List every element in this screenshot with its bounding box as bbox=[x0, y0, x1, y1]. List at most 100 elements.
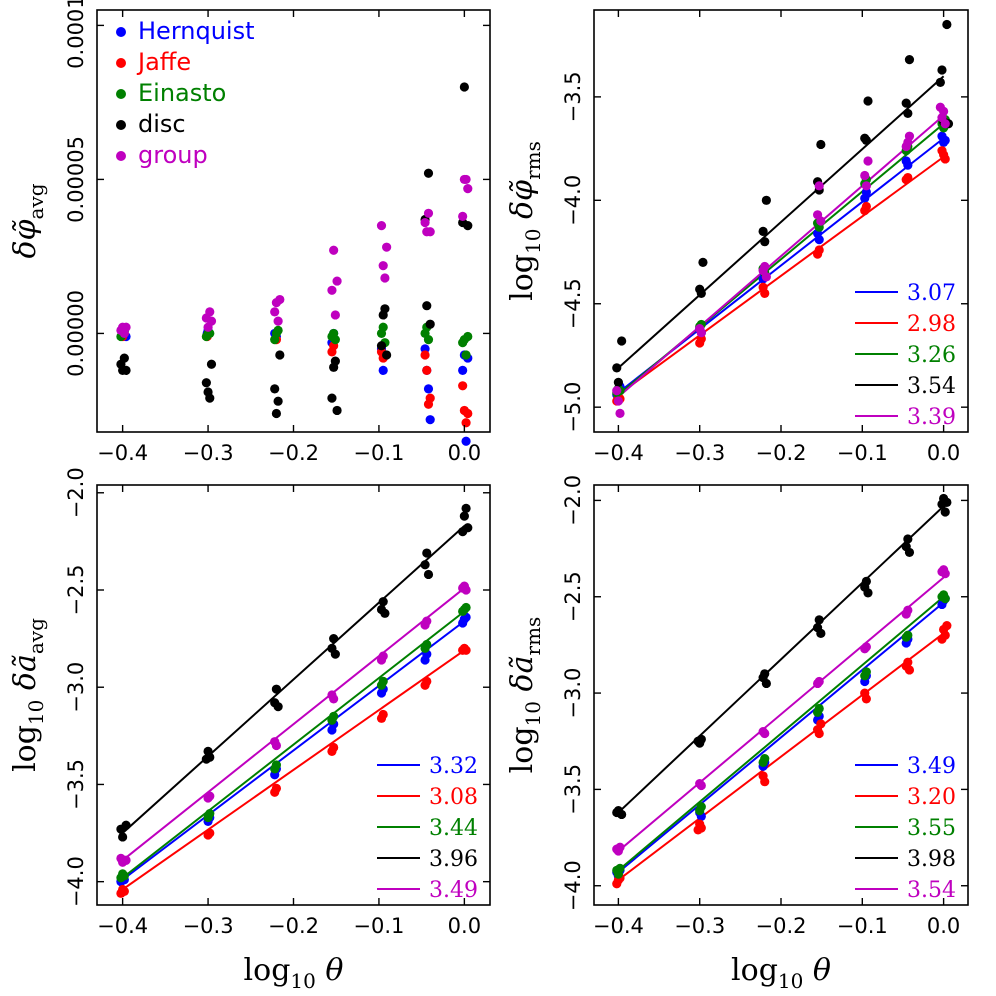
legend-slope-einasto: 3.44 bbox=[429, 816, 478, 841]
point-group bbox=[376, 221, 387, 231]
point-disc bbox=[903, 534, 913, 544]
y-tick-label: 0.00000 bbox=[64, 290, 88, 377]
point-disc bbox=[761, 678, 771, 689]
point-disc bbox=[760, 669, 770, 679]
point-hernquist bbox=[903, 160, 913, 170]
point-jaffe bbox=[422, 365, 432, 375]
point-jaffe bbox=[461, 645, 471, 655]
point-einasto bbox=[205, 809, 215, 819]
point-group bbox=[423, 208, 434, 218]
legend-slope-disc: 3.54 bbox=[907, 374, 956, 399]
point-disc bbox=[617, 336, 627, 346]
point-jaffe bbox=[940, 630, 950, 640]
y-label-log: log bbox=[8, 725, 43, 772]
point-group bbox=[940, 569, 950, 579]
point-disc bbox=[816, 628, 826, 638]
point-disc bbox=[696, 288, 706, 299]
point-einasto bbox=[330, 334, 340, 345]
point-hernquist bbox=[458, 365, 468, 375]
legend-marker-group bbox=[116, 151, 126, 161]
point-disc bbox=[275, 350, 285, 360]
point-hernquist bbox=[423, 384, 434, 394]
y-axis-label: log10 δφ̃rms bbox=[505, 141, 545, 301]
point-hernquist bbox=[378, 365, 388, 375]
point-disc bbox=[378, 597, 388, 607]
y-label-space bbox=[8, 690, 43, 700]
x-tick-label: −0.4 bbox=[97, 914, 148, 938]
point-disc bbox=[206, 359, 217, 369]
point-group bbox=[380, 273, 390, 283]
fit-line-jaffe bbox=[617, 156, 945, 396]
legend-slope-group: 3.39 bbox=[907, 405, 956, 430]
point-jaffe bbox=[903, 657, 913, 667]
x-tick-label: −0.1 bbox=[353, 441, 404, 465]
point-einasto bbox=[760, 753, 770, 764]
point-jaffe bbox=[205, 828, 215, 838]
point-group bbox=[863, 156, 873, 166]
point-group bbox=[760, 728, 770, 739]
legend-slope-hernquist: 3.49 bbox=[907, 754, 956, 779]
panel-1: −0.4 −0.3 −0.2 −0.1 0.0 0.00000 0.00005 0.00010… bbox=[8, 0, 491, 465]
y-label-log: log bbox=[505, 254, 540, 301]
point-disc bbox=[121, 365, 131, 375]
point-disc bbox=[273, 396, 283, 406]
y-tick-label: 0.00010 bbox=[64, 0, 88, 69]
point-disc bbox=[861, 135, 871, 145]
point-jaffe bbox=[461, 418, 471, 428]
y-tick-label: 0.00005 bbox=[64, 136, 88, 223]
point-disc bbox=[463, 523, 473, 533]
legend-slope-group: 3.54 bbox=[907, 878, 956, 903]
point-group bbox=[939, 106, 949, 116]
point-group bbox=[615, 408, 625, 418]
x-axis-label: log10 θ bbox=[731, 953, 831, 993]
point-group bbox=[860, 170, 870, 181]
point-disc bbox=[423, 569, 434, 580]
point-jaffe bbox=[378, 709, 388, 720]
point-disc bbox=[942, 19, 952, 30]
point-jaffe bbox=[420, 350, 430, 360]
y-label-log-base: 10 bbox=[24, 700, 48, 725]
y-axis-label: δφ̃avg bbox=[8, 183, 48, 258]
point-group bbox=[760, 261, 770, 272]
fit-line-einasto bbox=[617, 595, 945, 872]
point-einasto bbox=[329, 711, 339, 721]
point-disc bbox=[422, 548, 432, 558]
y-tick-label: −3.5 bbox=[561, 71, 585, 122]
point-einasto bbox=[696, 802, 706, 812]
point-group bbox=[425, 227, 435, 237]
x-tick-label: 0.0 bbox=[448, 914, 481, 938]
point-disc bbox=[271, 684, 282, 694]
point-disc bbox=[459, 511, 469, 521]
point-group bbox=[461, 585, 471, 595]
x-tick-label: −0.2 bbox=[268, 441, 319, 465]
point-hernquist bbox=[940, 135, 950, 145]
fit-line-jaffe bbox=[122, 649, 465, 891]
point-disc bbox=[904, 55, 915, 65]
x-tick-label: −0.1 bbox=[837, 441, 888, 465]
point-einasto bbox=[463, 331, 473, 342]
point-group bbox=[612, 386, 622, 396]
fit-line-disc bbox=[121, 525, 466, 834]
point-disc bbox=[940, 507, 950, 517]
panel-4: −0.4 −0.3 −0.2 −0.1 0.0 −4.0 −3.5 −3.0 −2.5 −2.0 l… bbox=[505, 475, 969, 938]
y-axis-label: log10 δãrms bbox=[505, 617, 545, 774]
point-hernquist bbox=[814, 235, 824, 245]
legend-slope-jaffe: 3.08 bbox=[429, 785, 478, 810]
y-tick-label: −3.0 bbox=[64, 662, 88, 713]
x-tick-label: −0.4 bbox=[593, 914, 644, 938]
point-disc bbox=[121, 820, 131, 830]
point-group bbox=[205, 307, 215, 317]
point-disc bbox=[420, 560, 430, 570]
point-group bbox=[463, 184, 473, 194]
y-tick-label: −3.0 bbox=[561, 668, 585, 719]
y-tick-label: −5.0 bbox=[561, 382, 585, 433]
x-tick-label: −0.2 bbox=[756, 914, 807, 938]
point-einasto bbox=[378, 322, 388, 332]
point-group bbox=[761, 272, 771, 282]
x-tick-label: −0.3 bbox=[183, 914, 234, 938]
point-disc bbox=[376, 341, 387, 351]
x-axis-label: log10 θ bbox=[244, 953, 344, 993]
x-tick-label: 0.0 bbox=[927, 914, 960, 938]
x-label-log: log bbox=[731, 953, 778, 988]
point-disc bbox=[814, 615, 824, 625]
